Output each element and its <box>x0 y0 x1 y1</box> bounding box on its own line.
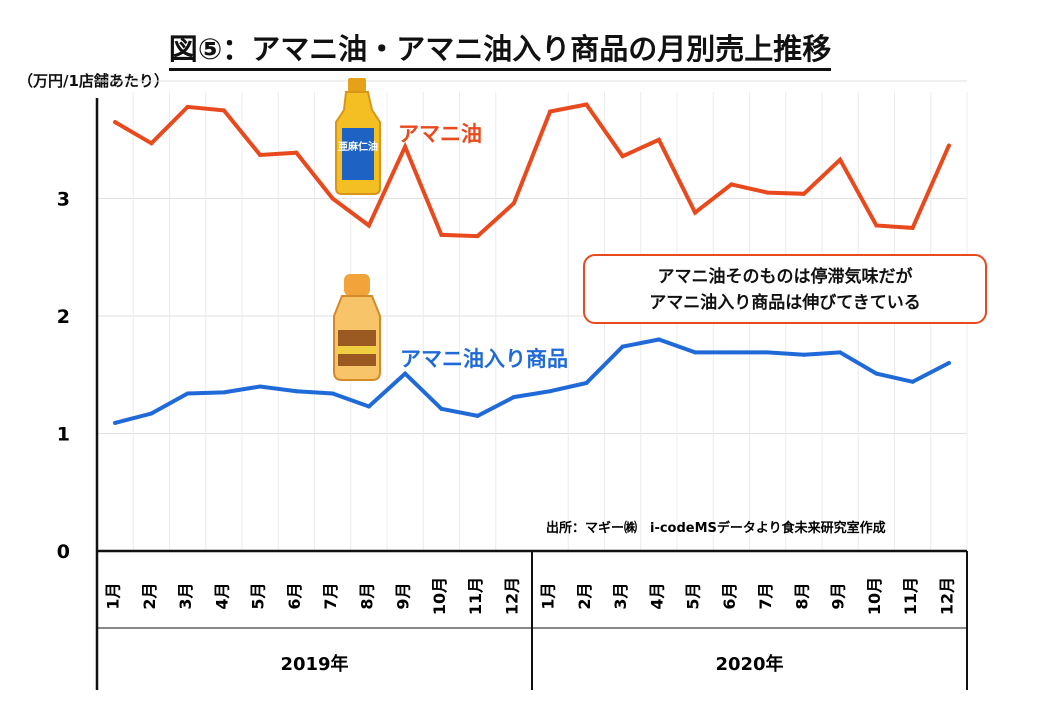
data-point <box>294 150 299 155</box>
y-tick-label: 0 <box>57 541 70 563</box>
x-tick-label: 9月 <box>829 582 848 609</box>
year-label: 2019年 <box>280 653 348 675</box>
year-label: 2020年 <box>715 653 783 675</box>
x-tick-label: 1月 <box>104 582 123 609</box>
data-point <box>765 190 770 195</box>
dressing-bottle-illustration <box>333 274 381 381</box>
data-point <box>366 404 371 409</box>
x-tick-labels: 1月 2月 3月 4月 5月 6月 7月 8月 9月 10月 11月 12月 1月 2月 3月 4月 5月 6月 7… <box>104 577 957 615</box>
data-point <box>801 191 806 196</box>
data-point <box>656 137 661 142</box>
source-note: 出所：マギー㈱ i-codeMSデータより食未来研究室作成 <box>546 520 886 536</box>
y-tick-label: 2 <box>57 306 70 328</box>
x-tick-label: 11月 <box>466 577 485 615</box>
data-point <box>113 420 118 425</box>
data-point <box>729 182 734 187</box>
x-tick-label: 4月 <box>212 582 231 609</box>
data-point <box>511 201 516 206</box>
data-point <box>838 157 843 162</box>
x-tick-label: 3月 <box>176 582 195 609</box>
series-line-product <box>113 337 951 425</box>
x-tick-label: 12月 <box>937 577 956 615</box>
chart-title: 図⑤：アマニ油・アマニ油入り商品の月別売上推移 <box>0 26 1000 71</box>
series-lines <box>113 102 951 425</box>
data-point <box>258 384 263 389</box>
x-tick-label: 12月 <box>502 577 521 615</box>
data-point <box>403 371 408 376</box>
data-point <box>693 350 698 355</box>
x-tick-label: 8月 <box>792 582 811 609</box>
data-point <box>910 379 915 384</box>
data-point <box>221 108 226 113</box>
x-tick-label: 3月 <box>611 582 630 609</box>
data-point <box>946 143 951 148</box>
data-point <box>221 390 226 395</box>
data-point <box>874 371 879 376</box>
year-labels: 2019年 2020年 <box>280 653 783 675</box>
data-point <box>548 109 553 114</box>
bottle-label-text: 亜麻仁油 <box>338 140 378 153</box>
data-point <box>113 120 118 125</box>
x-tick-label: 2月 <box>575 582 594 609</box>
x-tick-label: 10月 <box>865 577 884 615</box>
series-label-product: アマニ油入り商品 <box>400 347 568 371</box>
data-point <box>656 337 661 342</box>
series-line-oil <box>113 102 951 239</box>
data-point <box>149 411 154 416</box>
data-point <box>366 223 371 228</box>
x-tick-label: 5月 <box>684 582 703 609</box>
series-label-oil: アマニ油 <box>398 122 482 146</box>
data-point <box>910 225 915 230</box>
data-point <box>403 144 408 149</box>
data-point <box>874 223 879 228</box>
x-tick-label: 10月 <box>430 577 449 615</box>
callout-line-1: アマニ油そのものは停滞気味だが <box>657 267 913 287</box>
data-point <box>548 389 553 394</box>
y-tick-label: 3 <box>57 189 70 211</box>
y-axis-unit-label: （万円/1店舗あたり） <box>18 72 169 90</box>
data-point <box>620 344 625 349</box>
data-point <box>946 361 951 365</box>
data-point <box>330 196 335 201</box>
data-point <box>475 234 480 239</box>
data-point <box>584 380 589 385</box>
axes <box>95 98 968 690</box>
data-point <box>838 350 843 355</box>
data-point <box>620 154 625 159</box>
data-point <box>439 406 444 411</box>
data-point <box>801 352 806 357</box>
oil-bottle-illustration: 亜麻仁油 <box>335 78 381 195</box>
data-point <box>330 391 335 396</box>
x-tick-label: 7月 <box>756 582 775 609</box>
x-tick-label: 7月 <box>321 582 340 609</box>
data-point <box>439 232 444 237</box>
data-point <box>149 141 154 146</box>
data-point <box>511 395 516 400</box>
x-tick-label: 5月 <box>249 582 268 609</box>
gridlines <box>97 80 968 551</box>
data-point <box>185 391 190 396</box>
data-point <box>475 413 480 418</box>
x-tick-label: 1月 <box>539 582 558 609</box>
x-tick-label: 8月 <box>357 582 376 609</box>
data-point <box>765 350 770 355</box>
x-tick-label: 4月 <box>647 582 666 609</box>
x-tick-label: 11月 <box>901 577 920 615</box>
data-point <box>584 102 589 107</box>
x-tick-label: 6月 <box>285 582 304 609</box>
callout-box: アマニ油そのものは停滞気味だが アマニ油入り商品は伸びてきている <box>583 254 987 324</box>
x-tick-label: 9月 <box>394 582 413 609</box>
y-tick-labels: 0 1 2 3 <box>57 189 70 564</box>
data-point <box>185 104 190 109</box>
x-tick-label: 2月 <box>140 582 159 609</box>
y-tick-label: 1 <box>57 424 70 446</box>
x-tick-label: 6月 <box>720 582 739 609</box>
callout-line-2: アマニ油入り商品は伸びてきている <box>649 293 921 313</box>
data-point <box>729 350 734 355</box>
data-point <box>258 153 263 158</box>
data-point <box>294 389 299 394</box>
data-point <box>693 210 698 215</box>
